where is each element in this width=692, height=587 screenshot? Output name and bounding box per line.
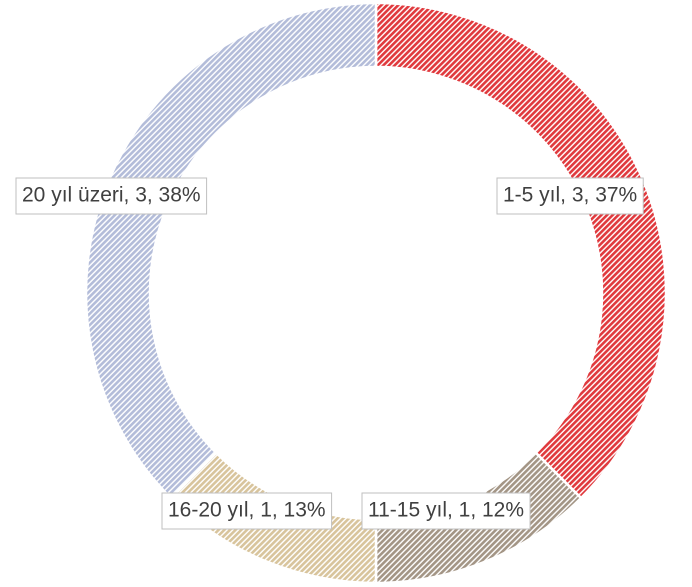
data-label: 1-5 yıl, 3, 37% bbox=[496, 177, 644, 215]
data-label-text: 20 yıl üzeri, 3, 38% bbox=[22, 184, 201, 207]
data-label-text: 11-15 yıl, 1, 12% bbox=[368, 499, 524, 522]
data-label-text: 1-5 yıl, 3, 37% bbox=[503, 184, 637, 207]
label-box bbox=[496, 177, 644, 215]
data-label-text: 16-20 yıl, 1, 13% bbox=[168, 499, 326, 522]
label-box bbox=[361, 492, 531, 530]
label-box bbox=[15, 177, 208, 215]
label-box bbox=[161, 492, 333, 530]
data-label: 20 yıl üzeri, 3, 38% bbox=[15, 177, 208, 215]
donut-segment bbox=[84, 1, 378, 500]
data-label: 11-15 yıl, 1, 12% bbox=[361, 492, 531, 530]
data-label: 16-20 yıl, 1, 13% bbox=[161, 492, 333, 530]
donut-segment bbox=[374, 1, 668, 500]
